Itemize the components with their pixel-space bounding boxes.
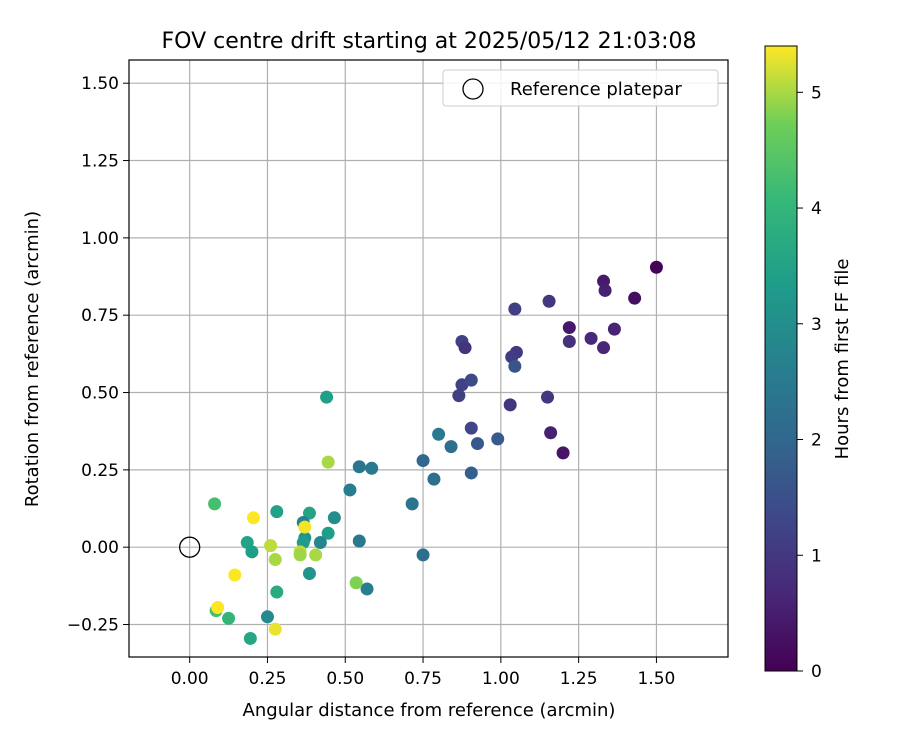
data-point: [349, 576, 363, 590]
data-point: [270, 505, 284, 519]
data-point: [246, 511, 260, 525]
x-tick-label: 0.50: [326, 669, 364, 689]
x-tick-label: 0.25: [249, 669, 287, 689]
data-point: [243, 631, 257, 645]
reference-platepar-point: [179, 536, 201, 558]
legend-marker-open-circle: [462, 78, 484, 100]
data-point: [598, 283, 612, 297]
colorbar-tick-label: 1: [811, 546, 822, 566]
data-point: [405, 497, 419, 511]
data-point: [260, 610, 274, 624]
y-tick-label: 0.25: [81, 461, 119, 481]
legend-box: [442, 69, 719, 107]
colorbar-tick-label: 2: [811, 431, 822, 451]
data-point: [293, 548, 307, 562]
data-point: [270, 585, 284, 599]
data-point: [327, 511, 341, 525]
data-point: [352, 460, 366, 474]
data-point: [503, 398, 517, 412]
data-point: [491, 432, 505, 446]
data-point: [471, 437, 485, 451]
legend-label: Reference platepar: [510, 79, 682, 100]
data-point: [208, 497, 222, 511]
x-axis-label: Angular distance from reference (arcmin): [243, 700, 616, 721]
data-point: [562, 334, 576, 348]
data-point: [298, 520, 312, 534]
x-tick-label: 0.00: [171, 669, 209, 689]
data-point: [321, 455, 335, 469]
data-point: [211, 601, 225, 615]
data-point: [464, 466, 478, 480]
y-tick-label: 1.50: [81, 74, 119, 94]
data-point: [365, 461, 379, 475]
data-point: [320, 390, 334, 404]
colorbar: 0 1 2 3 4 5 Hours from first FF file: [764, 45, 853, 682]
data-point: [544, 426, 558, 440]
data-point: [309, 548, 323, 562]
x-axis-ticks: 0.00 0.25 0.50 0.75 1.00 1.25 1.50: [171, 657, 676, 689]
plot-area: [129, 60, 728, 657]
data-point: [541, 390, 555, 404]
data-point: [427, 472, 441, 486]
y-axis-label: Rotation from reference (arcmin): [22, 211, 43, 507]
data-point: [228, 568, 242, 582]
data-point: [302, 566, 316, 580]
legend: Reference platepar: [442, 69, 719, 107]
data-point: [464, 421, 478, 435]
data-point: [458, 341, 472, 355]
data-point: [597, 341, 611, 355]
data-point: [245, 545, 259, 559]
data-point: [556, 446, 570, 460]
colorbar-tick-label: 0: [811, 662, 822, 682]
data-point: [444, 440, 458, 454]
data-point: [313, 536, 327, 550]
y-axis-ticks: −0.25 0.00 0.25 0.50 0.75 1.00 1.25 1.50: [67, 74, 129, 636]
data-point: [222, 611, 236, 625]
colorbar-tick-label: 3: [811, 315, 822, 335]
data-point: [302, 506, 316, 520]
data-point: [607, 322, 621, 336]
colorbar-label: Hours from first FF file: [832, 259, 853, 460]
y-tick-label: 1.25: [81, 152, 119, 172]
data-point: [508, 302, 522, 316]
colorbar-tick-label: 4: [811, 199, 822, 219]
data-point: [268, 622, 282, 636]
data-point: [343, 483, 357, 497]
grid-lines: [129, 60, 728, 657]
data-point: [562, 321, 576, 335]
data-point: [416, 454, 430, 468]
data-point: [464, 373, 478, 387]
data-point: [542, 294, 556, 308]
x-tick-label: 0.75: [404, 669, 442, 689]
x-tick-label: 1.25: [560, 669, 598, 689]
data-points: [208, 260, 663, 645]
y-tick-label: 0.00: [81, 538, 119, 558]
data-point: [264, 539, 278, 553]
x-tick-label: 1.00: [482, 669, 520, 689]
data-point: [416, 548, 430, 562]
data-point: [649, 260, 663, 274]
data-point: [360, 582, 374, 596]
data-point: [268, 553, 282, 567]
data-point: [452, 389, 466, 403]
y-tick-label: 1.00: [81, 229, 119, 249]
y-tick-label: 0.75: [81, 306, 119, 326]
colorbar-ticks: 0 1 2 3 4 5: [797, 83, 822, 682]
data-point: [321, 526, 335, 540]
data-point: [584, 331, 598, 345]
data-point: [508, 359, 522, 373]
colorbar-gradient: [764, 45, 798, 672]
reference-marker: [179, 536, 201, 558]
y-tick-label: −0.25: [67, 616, 119, 636]
colorbar-tick-label: 5: [811, 83, 822, 103]
data-point: [628, 291, 642, 305]
data-point: [352, 534, 366, 548]
plot-frame: [128, 59, 729, 658]
x-tick-label: 1.50: [638, 669, 676, 689]
chart-title: FOV centre drift starting at 2025/05/12 …: [162, 29, 697, 54]
data-point: [432, 427, 446, 441]
y-tick-label: 0.50: [81, 384, 119, 404]
